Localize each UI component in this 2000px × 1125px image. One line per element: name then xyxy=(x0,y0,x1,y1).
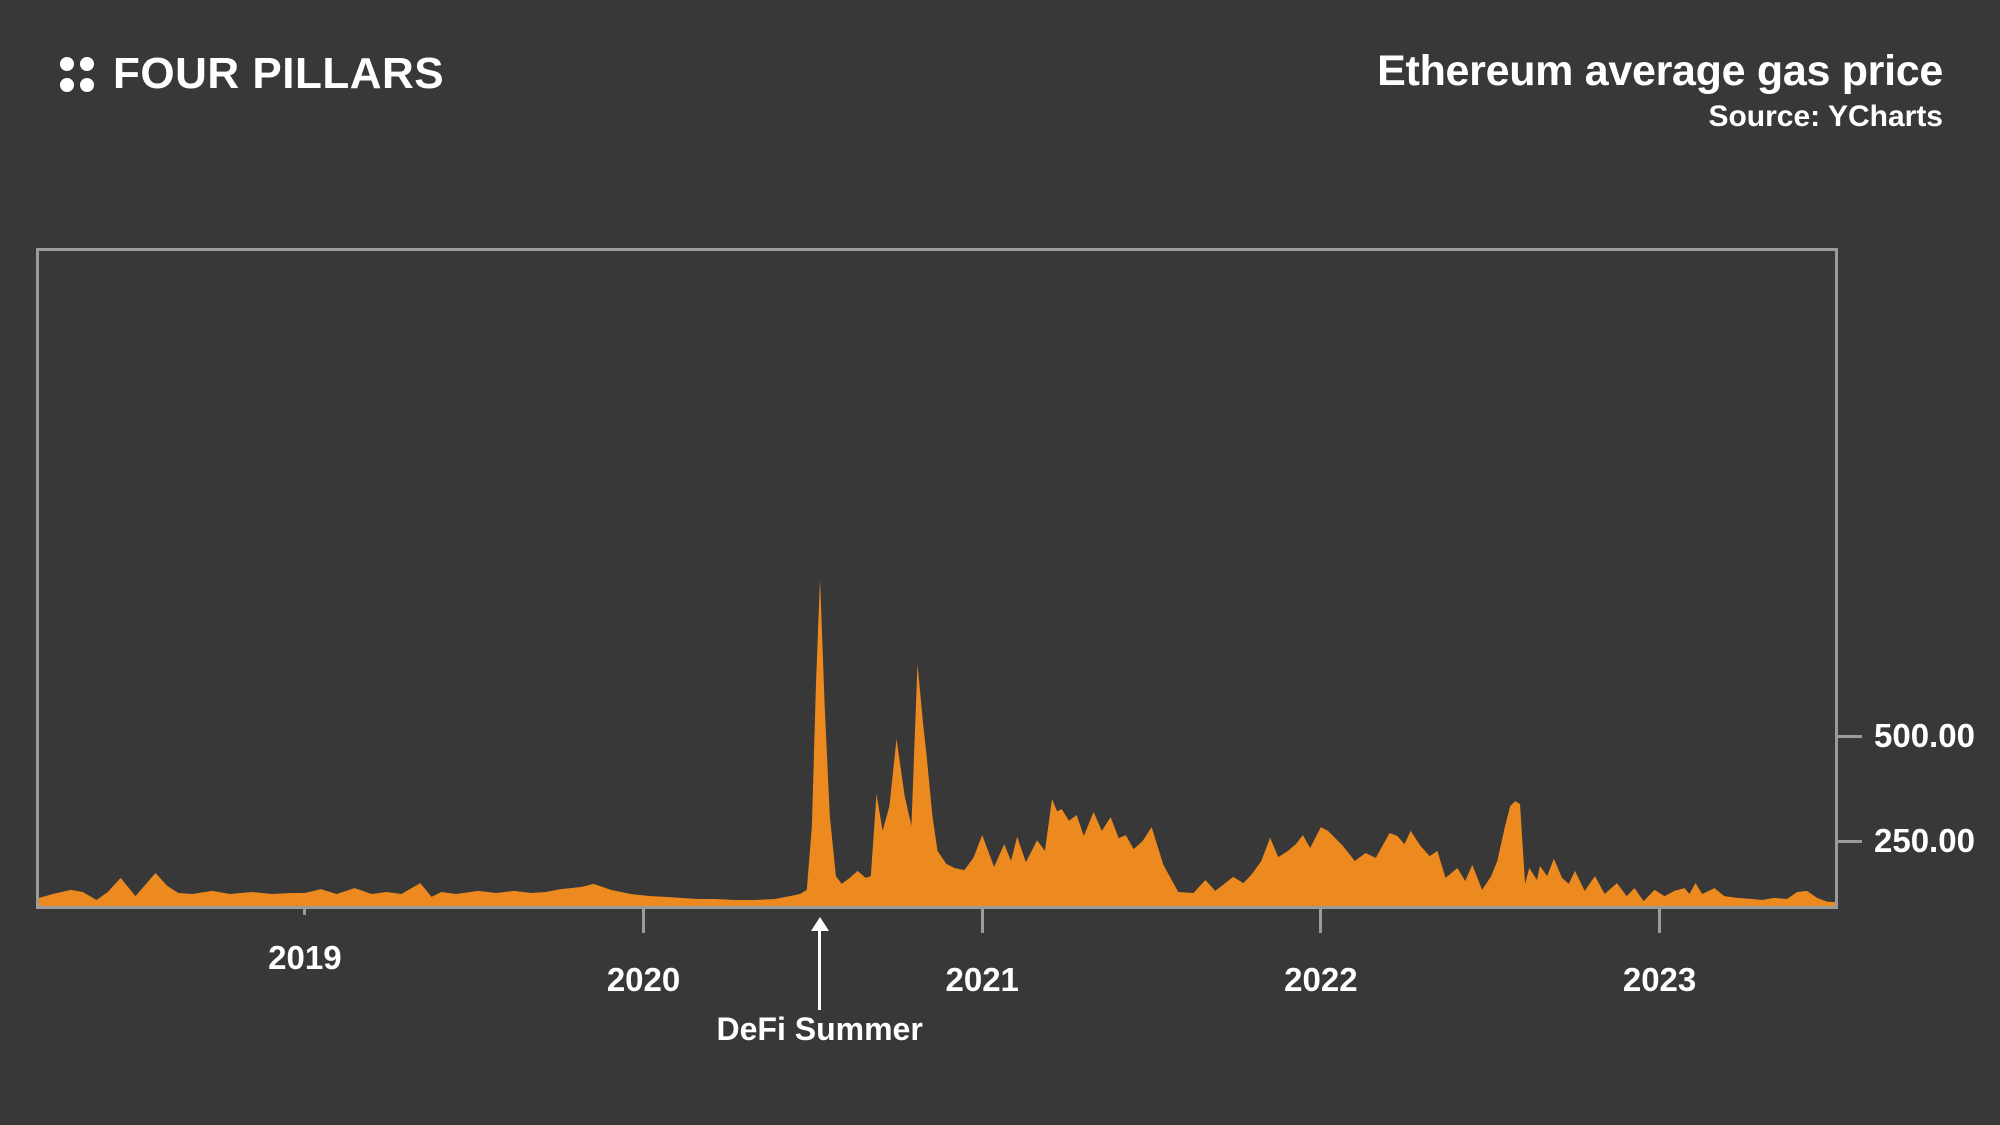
x-axis-label-2021: 2021 xyxy=(945,961,1019,998)
y-axis-tick xyxy=(1836,734,1862,738)
arrow-up-icon xyxy=(810,917,829,931)
x-axis-tick xyxy=(1658,907,1662,933)
x-axis-label-2022: 2022 xyxy=(1284,961,1358,998)
chart-title: Ethereum average gas price xyxy=(1377,47,1943,95)
x-axis-tick xyxy=(1319,907,1323,933)
x-axis-label-2023: 2023 xyxy=(1622,961,1697,998)
logo-text: FOUR PILLARS xyxy=(113,49,445,98)
arrow-line xyxy=(818,929,822,1010)
x-axis-tick xyxy=(642,907,646,933)
x-axis-tick xyxy=(980,907,984,933)
annotation-label: DeFi Summer xyxy=(716,1011,923,1047)
y-axis-tick xyxy=(1836,839,1862,843)
y-axis-label-250.00: 250.00 xyxy=(1874,822,1975,859)
x-axis-label-2019: 2019 xyxy=(268,939,342,976)
logo-dot xyxy=(80,77,94,92)
logo-dot xyxy=(60,56,74,71)
four-pillars-logo: FOUR PILLARS xyxy=(60,49,445,98)
four-dots-logo-icon xyxy=(60,56,94,92)
gas-price-area-chart xyxy=(39,578,1835,906)
x-axis-label-2020: 2020 xyxy=(606,961,681,998)
logo-dot xyxy=(60,77,74,92)
area-series xyxy=(39,578,1835,906)
logo-dot xyxy=(80,56,94,71)
y-axis-label-500.00: 500.00 xyxy=(1874,717,1975,754)
chart-source: Source: YCharts xyxy=(1708,100,1943,133)
plot-area xyxy=(36,248,1838,909)
x-axis-tick xyxy=(303,907,307,915)
title-block: Ethereum average gas price Source: YChar… xyxy=(1377,48,1943,133)
